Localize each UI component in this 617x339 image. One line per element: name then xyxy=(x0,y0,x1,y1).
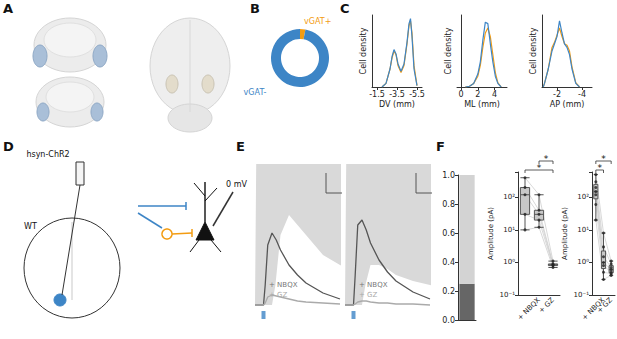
svg-text:10¹: 10¹ xyxy=(577,226,589,234)
svg-text:+ GZ: + GZ xyxy=(269,291,288,299)
svg-text:-3.5: -3.5 xyxy=(389,90,405,99)
svg-text:Amplitude (pA): Amplitude (pA) xyxy=(487,207,495,260)
svg-text:Cell density: Cell density xyxy=(529,27,538,74)
svg-text:D: D xyxy=(3,139,14,154)
svg-text:+ GZ: + GZ xyxy=(595,296,614,315)
svg-text:*: * xyxy=(601,154,606,164)
svg-text:*: * xyxy=(537,163,542,173)
svg-text:C: C xyxy=(340,1,350,16)
svg-text:0.2: 0.2 xyxy=(442,287,455,296)
svg-text:F: F xyxy=(436,139,445,154)
svg-text:*: * xyxy=(544,154,549,164)
svg-text:+ NBQX: + NBQX xyxy=(580,296,607,322)
svg-text:+ GZ: + GZ xyxy=(359,291,378,299)
svg-text:10²: 10² xyxy=(577,193,589,201)
svg-text:0 mV: 0 mV xyxy=(226,180,247,189)
svg-text:+ NBQX: + NBQX xyxy=(269,281,298,289)
svg-text:0: 0 xyxy=(459,90,464,99)
svg-text:10⁻¹: 10⁻¹ xyxy=(500,291,516,299)
svg-text:Cell density: Cell density xyxy=(359,27,368,74)
svg-text:vGAT+: vGAT+ xyxy=(304,17,331,26)
svg-text:0.4: 0.4 xyxy=(442,258,455,267)
svg-text:-5.5: -5.5 xyxy=(409,90,425,99)
svg-text:-4: -4 xyxy=(578,90,586,99)
svg-text:-1.5: -1.5 xyxy=(369,90,385,99)
svg-text:10⁰: 10⁰ xyxy=(503,258,515,266)
svg-text:Cell density: Cell density xyxy=(444,27,453,74)
svg-text:B: B xyxy=(250,1,260,16)
svg-text:10¹: 10¹ xyxy=(503,226,515,234)
svg-text:AP (mm): AP (mm) xyxy=(550,100,585,109)
svg-text:WT: WT xyxy=(24,222,37,231)
svg-text:10²: 10² xyxy=(503,193,515,201)
svg-text:vGAT-: vGAT- xyxy=(244,88,267,97)
svg-text:E: E xyxy=(236,139,245,154)
svg-text:Amplitude (pA): Amplitude (pA) xyxy=(561,207,569,260)
svg-text:ML (mm): ML (mm) xyxy=(464,100,500,109)
svg-text:hsyn-ChR2: hsyn-ChR2 xyxy=(26,150,69,159)
svg-text:4: 4 xyxy=(492,90,497,99)
svg-text:+ NBQX: + NBQX xyxy=(359,281,388,289)
svg-text:*: * xyxy=(597,163,602,173)
svg-text:10⁰: 10⁰ xyxy=(577,258,589,266)
svg-text:2: 2 xyxy=(475,90,480,99)
svg-text:10⁻¹: 10⁻¹ xyxy=(574,291,590,299)
svg-text:+ GZ: + GZ xyxy=(537,296,556,315)
svg-text:0.6: 0.6 xyxy=(442,229,455,238)
svg-text:0.8: 0.8 xyxy=(442,200,455,209)
svg-text:0.0: 0.0 xyxy=(442,316,455,325)
svg-text:DV (mm): DV (mm) xyxy=(379,100,415,109)
svg-text:-2: -2 xyxy=(553,90,561,99)
svg-text:1.0: 1.0 xyxy=(442,171,455,180)
svg-text:+ NBQX: + NBQX xyxy=(516,296,542,322)
svg-text:A: A xyxy=(3,1,13,16)
